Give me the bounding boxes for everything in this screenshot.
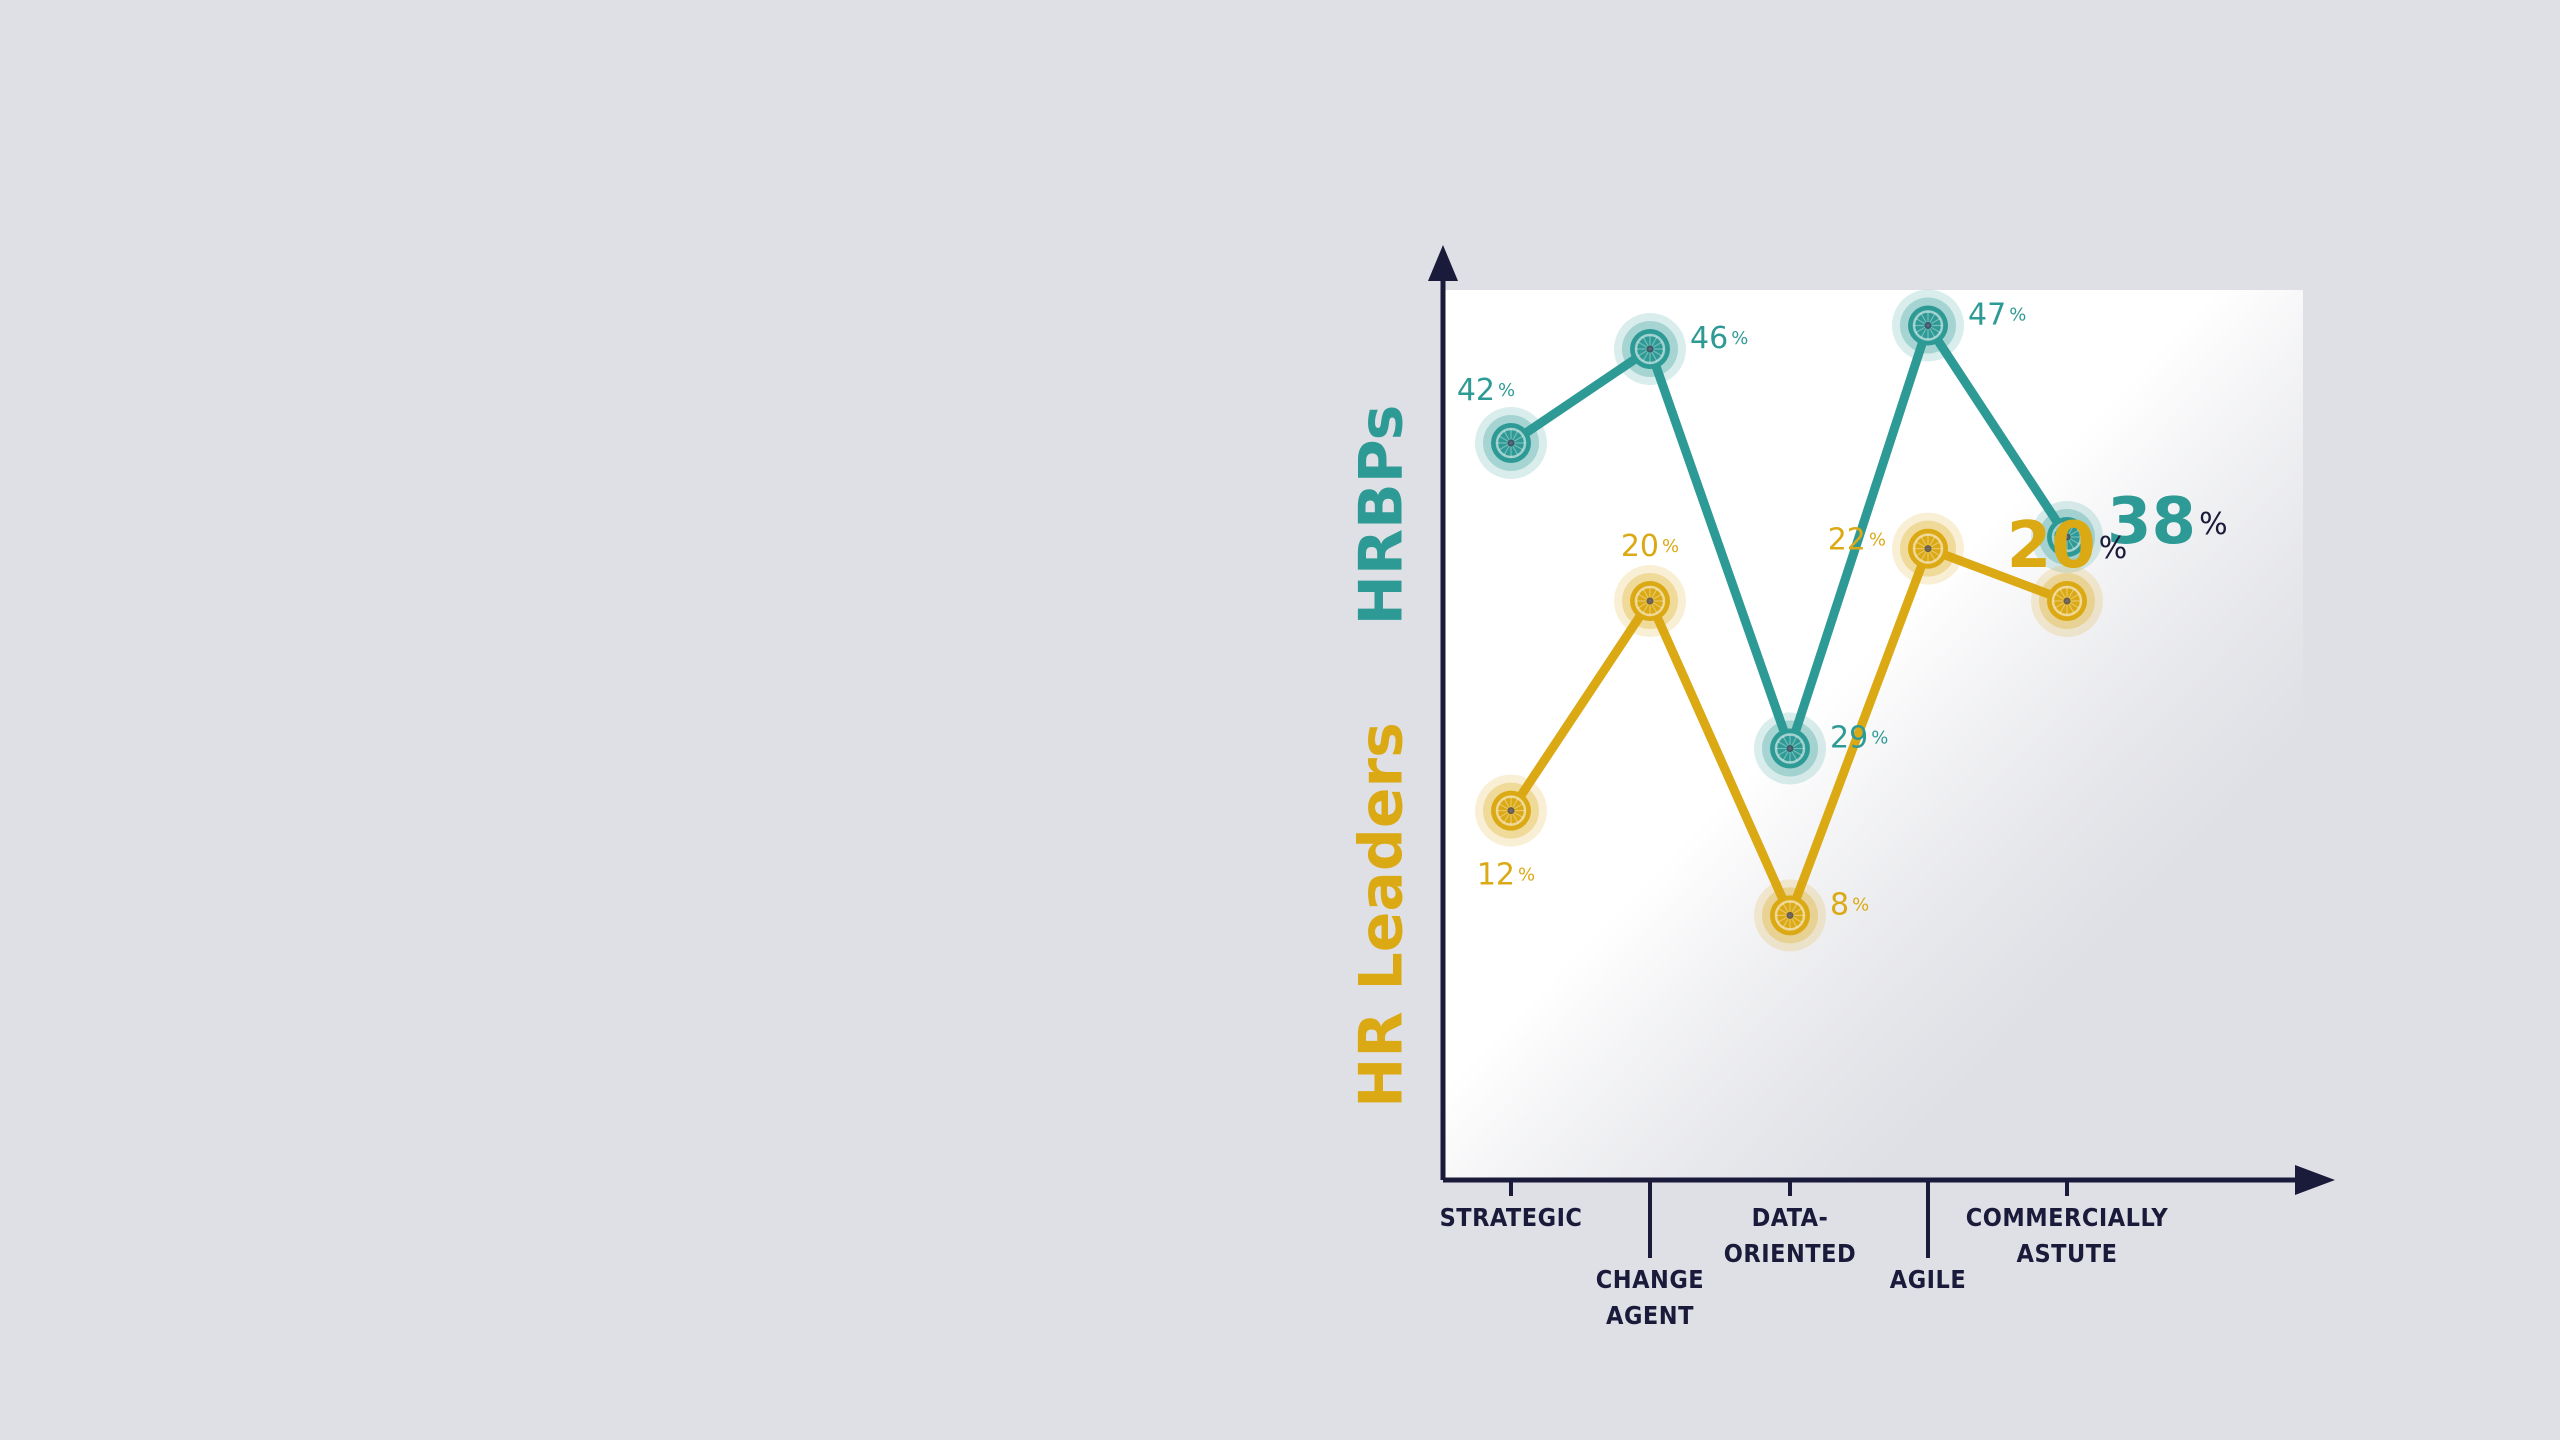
series-titles: HRBPs HR Leaders (1347, 405, 1417, 1108)
x-tick-label-0-0: STRATEGIC (1440, 1203, 1583, 1232)
marker-center (1507, 807, 1515, 815)
marker-ring (1912, 310, 1944, 341)
marker-ring (1912, 533, 1944, 564)
data-point-0-3 (1892, 289, 1964, 362)
marker-ring (1634, 585, 1666, 617)
data-point-0-2 (1754, 712, 1826, 785)
x-tick-label-4-1: ASTUTE (2017, 1239, 2118, 1268)
marker-center (1786, 745, 1794, 752)
x-tick-label-1-0: CHANGE (1596, 1265, 1704, 1294)
x-axis-arrow (2295, 1165, 2335, 1195)
data-point-1-2 (1754, 879, 1826, 952)
marker-ring (1495, 795, 1527, 826)
value-label-percent: % (2009, 305, 2026, 326)
marker-ring (1774, 733, 1806, 764)
value-label-0-0: 42% (1457, 373, 1515, 408)
data-point-1-1 (1614, 565, 1686, 637)
data-point-1-3 (1892, 512, 1964, 585)
value-label-number: 8 (1830, 887, 1849, 922)
value-label-number: 20 (1621, 529, 1659, 564)
series-markers (1475, 289, 2103, 952)
value-label-number: 12 (1477, 857, 1515, 892)
value-label-number: 46 (1690, 321, 1728, 356)
value-label-percent: % (1662, 536, 1679, 557)
value-label-number: 29 (1830, 720, 1868, 755)
marker-center (2063, 597, 2071, 605)
data-point-1-4 (2031, 565, 2103, 637)
data-point-0-4 (2031, 501, 2103, 573)
marker-ring (2051, 521, 2083, 553)
value-label-percent: % (1498, 380, 1515, 401)
value-label-percent: % (1869, 530, 1886, 551)
marker-center (1646, 597, 1654, 605)
value-label-number: 38 (2107, 485, 2196, 559)
marker-center (1507, 439, 1515, 447)
value-label-percent: % (1731, 328, 1748, 349)
x-tick-label-1-1: AGENT (1606, 1301, 1694, 1330)
value-label-0-3: 47% (1968, 297, 2026, 332)
value-label-1-4: 20% (2007, 509, 2128, 583)
value-label-0-1: 46% (1690, 321, 1748, 356)
marker-ring (1495, 427, 1527, 459)
marker-center (2063, 533, 2071, 541)
plot-area-background (1443, 290, 2303, 1180)
value-label-1-1: 20% (1621, 529, 1679, 564)
marker-center (1786, 911, 1794, 919)
series-title-1: HR Leaders (1347, 722, 1417, 1108)
value-label-0-4: 38% (2107, 485, 2228, 559)
data-point-0-1 (1614, 313, 1686, 385)
plot-area-fill (1443, 290, 2303, 1180)
series-title-0: HRBPs (1347, 405, 1417, 626)
value-label-percent: % (1852, 894, 1869, 915)
x-axis-labels: STRATEGIC CHANGE AGENT DATA- ORIENTED AGILE CO… (1440, 1180, 2169, 1330)
value-label-0-2: 29% (1830, 720, 1888, 755)
value-label-percent: % (2099, 531, 2128, 566)
value-label-number: 20 (2007, 509, 2096, 583)
marker-ring (1774, 900, 1806, 931)
value-label-1-2: 8% (1830, 887, 1869, 922)
marker-center (1924, 545, 1932, 553)
axes (1428, 245, 2335, 1195)
value-label-1-0: 12% (1477, 857, 1535, 892)
value-label-percent: % (1871, 728, 1888, 749)
value-labels: 42 %46 %29 %47 %38 %12 %20 %8 %22% 20% (1457, 297, 2228, 922)
data-point-1-0 (1475, 774, 1547, 847)
marker-center (1646, 345, 1654, 353)
value-label-number: 42 (1457, 373, 1495, 408)
value-label-percent: % (2199, 507, 2228, 542)
value-label-number: 47 (1968, 297, 2006, 332)
x-tick-label-4-0: COMMERCIALLY (1966, 1203, 2169, 1232)
marker-center (1924, 322, 1932, 329)
value-label-percent: % (1518, 865, 1535, 886)
x-tick-label-3-0: AGILE (1890, 1265, 1966, 1294)
x-tick-label-2-0: DATA- (1752, 1203, 1829, 1232)
marker-ring (2051, 585, 2083, 617)
marker-ring (1634, 333, 1666, 365)
value-label-number: 22 (1828, 522, 1866, 557)
x-tick-label-2-1: ORIENTED (1724, 1239, 1856, 1268)
data-point-0-0 (1475, 407, 1547, 479)
y-axis-arrow (1428, 245, 1458, 281)
value-label-1-3: 22% (1828, 522, 1886, 557)
